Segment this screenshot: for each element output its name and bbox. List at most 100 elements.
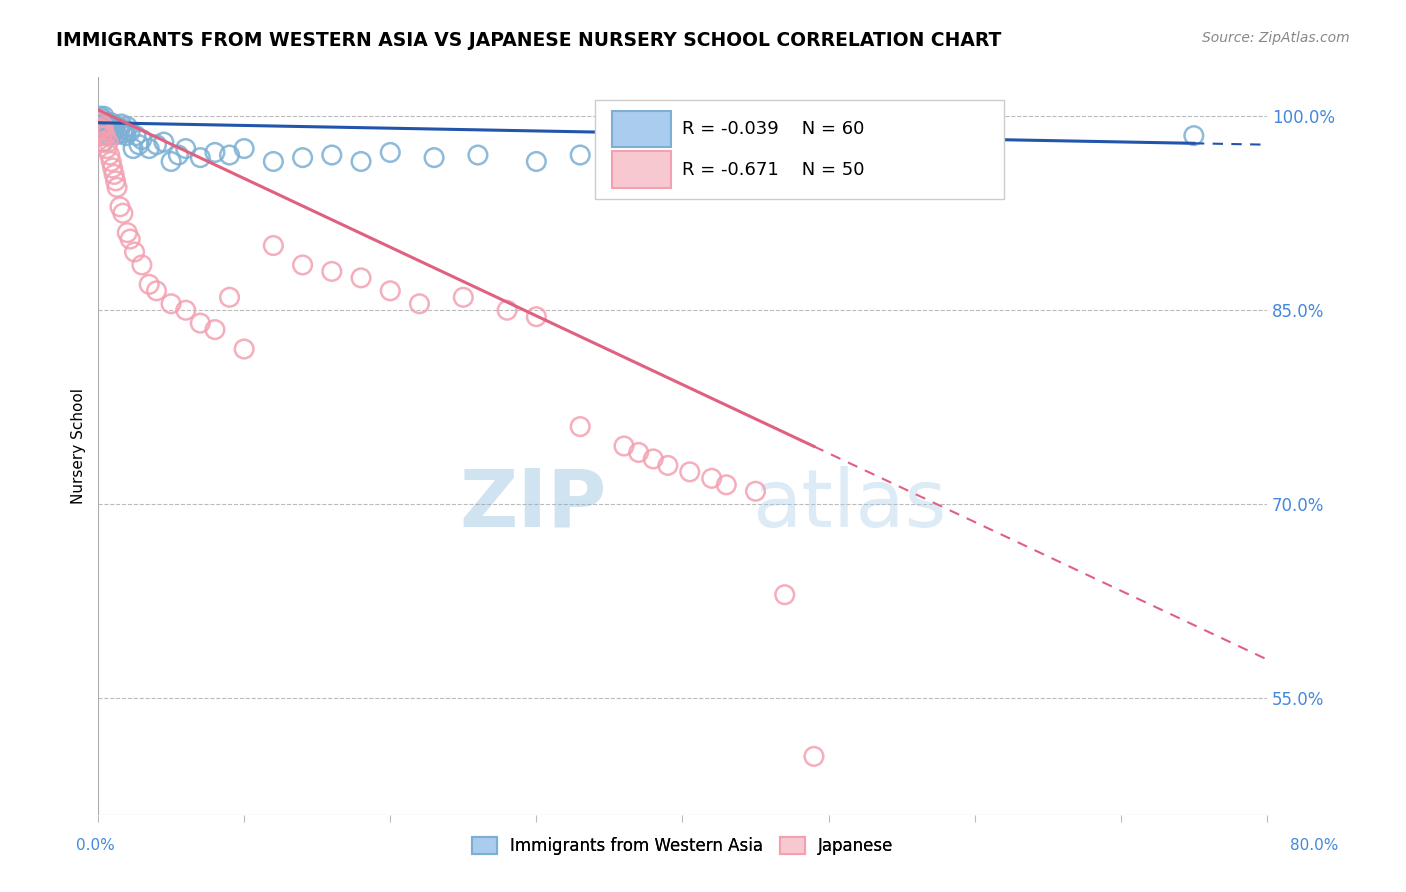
Point bbox=[679, 465, 702, 479]
Point bbox=[350, 154, 373, 169]
Text: 0.0%: 0.0% bbox=[76, 838, 115, 853]
Point bbox=[716, 149, 738, 163]
Point bbox=[103, 122, 125, 136]
Point bbox=[111, 206, 134, 220]
Point bbox=[101, 161, 124, 175]
Point bbox=[114, 128, 136, 143]
Point bbox=[110, 117, 132, 131]
Point bbox=[716, 477, 738, 491]
Point bbox=[111, 126, 134, 140]
Point bbox=[423, 151, 446, 165]
Point bbox=[160, 154, 183, 169]
Point bbox=[98, 122, 121, 136]
Point bbox=[496, 303, 519, 318]
Point bbox=[89, 116, 111, 130]
Text: ZIP: ZIP bbox=[460, 466, 606, 544]
Point bbox=[204, 323, 226, 337]
Point bbox=[89, 109, 111, 123]
Point bbox=[105, 180, 128, 194]
Point bbox=[188, 151, 211, 165]
Point bbox=[90, 122, 112, 136]
Point bbox=[96, 122, 118, 136]
Point bbox=[218, 290, 240, 304]
Text: atlas: atlas bbox=[752, 466, 948, 544]
Point bbox=[233, 342, 256, 356]
Point bbox=[321, 148, 343, 162]
Point bbox=[167, 148, 190, 162]
Point bbox=[107, 120, 129, 135]
Text: R = -0.039    N = 60: R = -0.039 N = 60 bbox=[682, 120, 865, 138]
Point bbox=[963, 154, 986, 169]
Point bbox=[94, 128, 117, 143]
Text: 80.0%: 80.0% bbox=[1291, 838, 1339, 853]
Point bbox=[188, 316, 211, 330]
Point bbox=[453, 290, 475, 304]
Point bbox=[671, 145, 693, 160]
Point bbox=[657, 458, 679, 473]
Point bbox=[100, 154, 122, 169]
Point bbox=[643, 451, 665, 466]
Point bbox=[125, 128, 148, 143]
Point bbox=[145, 284, 167, 298]
Point bbox=[380, 284, 402, 298]
Point bbox=[408, 297, 430, 311]
Point bbox=[789, 151, 811, 165]
Point bbox=[131, 258, 153, 272]
FancyBboxPatch shape bbox=[613, 151, 671, 188]
Point bbox=[97, 135, 120, 149]
Point bbox=[98, 128, 121, 143]
Point bbox=[817, 145, 839, 160]
Point bbox=[93, 120, 115, 134]
Point bbox=[131, 132, 153, 146]
Point bbox=[803, 749, 825, 764]
Point bbox=[91, 112, 114, 126]
Point bbox=[97, 120, 120, 134]
Point bbox=[613, 151, 636, 165]
Point bbox=[90, 128, 112, 143]
Point bbox=[138, 277, 160, 292]
Point bbox=[104, 118, 127, 132]
Text: R = -0.671    N = 50: R = -0.671 N = 50 bbox=[682, 161, 865, 178]
Point bbox=[773, 588, 796, 602]
Point bbox=[380, 145, 402, 160]
Point bbox=[1182, 128, 1205, 143]
Point bbox=[90, 122, 112, 136]
Point bbox=[91, 135, 114, 149]
Point bbox=[291, 258, 314, 272]
Point bbox=[569, 419, 592, 434]
Point bbox=[524, 310, 547, 324]
Point bbox=[96, 142, 118, 156]
Point bbox=[89, 116, 111, 130]
Point bbox=[291, 151, 314, 165]
Point bbox=[101, 125, 124, 139]
Point bbox=[524, 154, 547, 169]
Text: IMMIGRANTS FROM WESTERN ASIA VS JAPANESE NURSERY SCHOOL CORRELATION CHART: IMMIGRANTS FROM WESTERN ASIA VS JAPANESE… bbox=[56, 31, 1001, 50]
Legend: Immigrants from Western Asia, Japanese: Immigrants from Western Asia, Japanese bbox=[465, 830, 900, 862]
Point bbox=[262, 154, 284, 169]
Point bbox=[613, 439, 636, 453]
Point bbox=[145, 137, 167, 152]
Point bbox=[890, 148, 912, 162]
Point bbox=[700, 471, 723, 485]
Point bbox=[350, 271, 373, 285]
Point bbox=[90, 128, 112, 143]
Point bbox=[174, 303, 197, 318]
Point bbox=[321, 264, 343, 278]
Point bbox=[152, 135, 174, 149]
Point bbox=[108, 123, 131, 137]
Point bbox=[94, 125, 117, 139]
Point bbox=[218, 148, 240, 162]
Point bbox=[744, 484, 766, 499]
Point bbox=[233, 142, 256, 156]
Point bbox=[117, 226, 139, 240]
Text: Source: ZipAtlas.com: Source: ZipAtlas.com bbox=[1202, 31, 1350, 45]
Point bbox=[122, 142, 145, 156]
Point bbox=[91, 120, 114, 134]
Point bbox=[117, 120, 139, 134]
Point bbox=[104, 174, 127, 188]
Point bbox=[120, 125, 142, 139]
Point bbox=[91, 135, 114, 149]
Point bbox=[93, 109, 115, 123]
Point bbox=[569, 148, 592, 162]
Point bbox=[204, 145, 226, 160]
